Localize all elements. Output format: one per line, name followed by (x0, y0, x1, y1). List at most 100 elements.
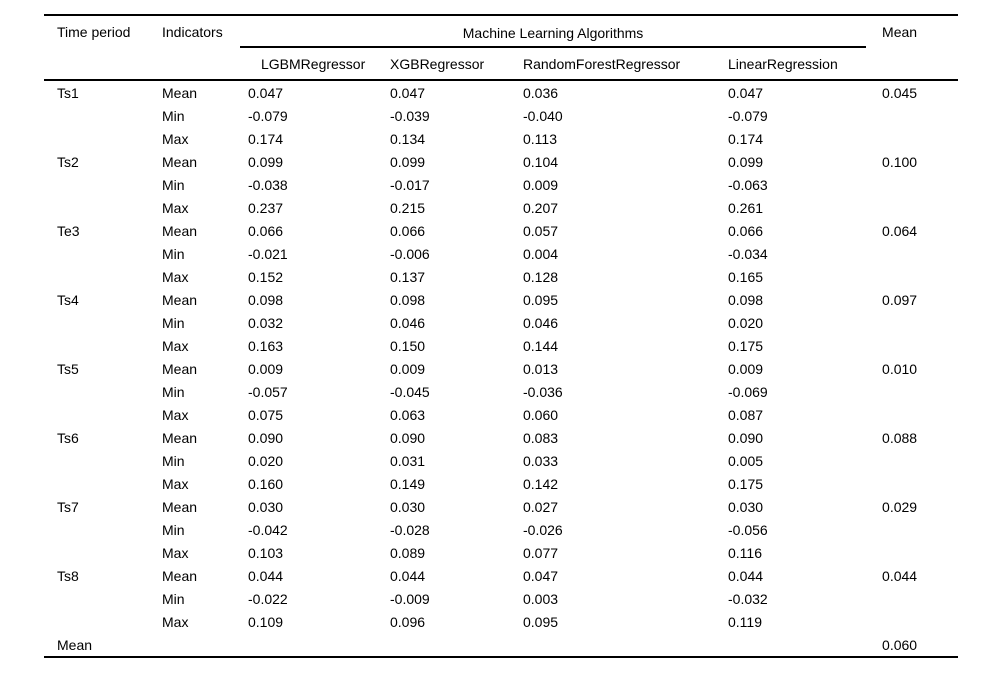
value-cell: 0.144 (523, 337, 559, 354)
value-cell: -0.079 (728, 107, 768, 124)
value-cell: 0.031 (390, 452, 426, 469)
value-cell: 0.098 (390, 291, 426, 308)
value-cell: 0.175 (728, 337, 764, 354)
row-mean-cell (882, 173, 958, 196)
value-cell: 0.027 (523, 498, 559, 515)
value-cell: -0.063 (728, 176, 768, 193)
table-row: Max 0.109 0.096 0.095 0.119 (44, 610, 958, 633)
value-cell: 0.109 (248, 613, 284, 630)
table-row: Max 0.237 0.215 0.207 0.261 (44, 196, 958, 219)
value-cell: 0.083 (523, 429, 559, 446)
period-cell: Ts5 (57, 360, 79, 377)
row-mean-cell (882, 587, 958, 610)
value-cell: 0.113 (523, 130, 557, 147)
value-cell: 0.077 (523, 544, 559, 561)
table-row: Min -0.079 -0.039 -0.040 -0.079 (44, 104, 958, 127)
table-row: Te3 Mean 0.066 0.066 0.057 0.066 0.064 (44, 219, 958, 242)
value-cell: 0.095 (523, 613, 559, 630)
table-row: Min -0.042 -0.028 -0.026 -0.056 (44, 518, 958, 541)
value-cell: -0.021 (248, 245, 288, 262)
value-cell: 0.152 (248, 268, 284, 285)
value-cell: 0.044 (390, 567, 426, 584)
value-cell: 0.174 (728, 130, 764, 147)
period-cell (44, 610, 162, 633)
row-mean-cell (882, 380, 958, 403)
value-cell: 0.004 (523, 245, 559, 262)
value-cell: 0.098 (248, 291, 284, 308)
value-cell: 0.090 (390, 429, 426, 446)
value-cell: -0.009 (390, 590, 430, 607)
table-row: Ts7 Mean 0.030 0.030 0.027 0.030 0.029 (44, 495, 958, 518)
row-mean-cell: 0.100 (882, 153, 918, 170)
value-cell: 0.134 (390, 130, 426, 147)
value-cell: 0.009 (248, 360, 284, 377)
value-cell: 0.119 (728, 613, 762, 630)
indicator-cell: Min (162, 176, 185, 193)
value-cell (523, 633, 728, 657)
row-mean-cell (882, 472, 958, 495)
value-cell: 0.036 (523, 79, 728, 104)
period-cell: Ts4 (57, 291, 79, 308)
indicator-cell: Mean (162, 79, 248, 104)
indicator-cell: Mean (162, 222, 198, 239)
row-mean-cell: 0.097 (882, 291, 918, 308)
row-mean-cell (882, 541, 958, 564)
value-cell: 0.020 (728, 314, 764, 331)
value-cell: 0.160 (248, 475, 284, 492)
value-cell: 0.150 (390, 337, 426, 354)
period-cell (44, 173, 162, 196)
value-cell: 0.237 (248, 199, 284, 216)
value-cell: 0.174 (248, 130, 284, 147)
period-cell (44, 449, 162, 472)
value-cell: 0.060 (523, 406, 559, 423)
row-mean-cell: 0.010 (882, 360, 918, 377)
value-cell: 0.149 (390, 475, 426, 492)
value-cell: -0.040 (523, 107, 563, 124)
value-cell: 0.046 (523, 314, 559, 331)
row-mean-cell (882, 449, 958, 472)
table-row: Min -0.022 -0.009 0.003 -0.032 (44, 587, 958, 610)
value-cell: 0.005 (728, 452, 764, 469)
row-mean-cell (882, 265, 958, 288)
value-cell: 0.087 (728, 406, 764, 423)
value-cell: 0.215 (390, 199, 426, 216)
indicator-cell (162, 633, 248, 657)
row-mean-cell (882, 610, 958, 633)
table-footer-row: Mean 0.060 (44, 633, 958, 657)
value-cell: -0.079 (248, 107, 288, 124)
value-cell: -0.022 (248, 590, 288, 607)
indicator-cell: Max (162, 475, 189, 492)
indicator-cell: Max (162, 613, 189, 630)
value-cell: -0.026 (523, 521, 563, 538)
indicator-cell: Min (162, 107, 185, 124)
table-body: Ts1 Mean 0.047 0.047 0.036 0.047 0.045 Min -0.07… (44, 79, 959, 657)
value-cell (728, 633, 882, 657)
table-row: Min -0.038 -0.017 0.009 -0.063 (44, 173, 958, 196)
value-cell: 0.047 (248, 79, 390, 104)
value-cell: -0.042 (248, 521, 288, 538)
value-cell: 0.099 (390, 153, 426, 170)
value-cell (248, 633, 390, 657)
table-row: Max 0.075 0.063 0.060 0.087 (44, 403, 958, 426)
indicator-cell: Max (162, 544, 189, 561)
header-algorithms-group-label: Machine Learning Algorithms (240, 16, 867, 48)
table-row: Max 0.160 0.149 0.142 0.175 (44, 472, 958, 495)
row-mean-cell (882, 334, 958, 357)
row-mean-cell (882, 518, 958, 541)
header-row-algorithms: LGBMRegressor XGBRegressor RandomForestR… (44, 48, 958, 80)
period-cell (44, 196, 162, 219)
period-cell (44, 380, 162, 403)
header-algorithm-xgb: XGBRegressor (390, 55, 485, 72)
value-cell: -0.045 (390, 383, 430, 400)
value-cell: 0.175 (728, 475, 764, 492)
indicator-cell: Mean (162, 153, 198, 170)
row-mean-cell: 0.060 (882, 636, 918, 653)
value-cell: -0.057 (248, 383, 288, 400)
period-cell (44, 472, 162, 495)
value-cell: 0.030 (248, 498, 284, 515)
header-algorithm-linear: LinearRegression (728, 55, 838, 72)
row-mean-cell (882, 403, 958, 426)
indicator-cell: Min (162, 383, 185, 400)
value-cell: -0.069 (728, 383, 768, 400)
